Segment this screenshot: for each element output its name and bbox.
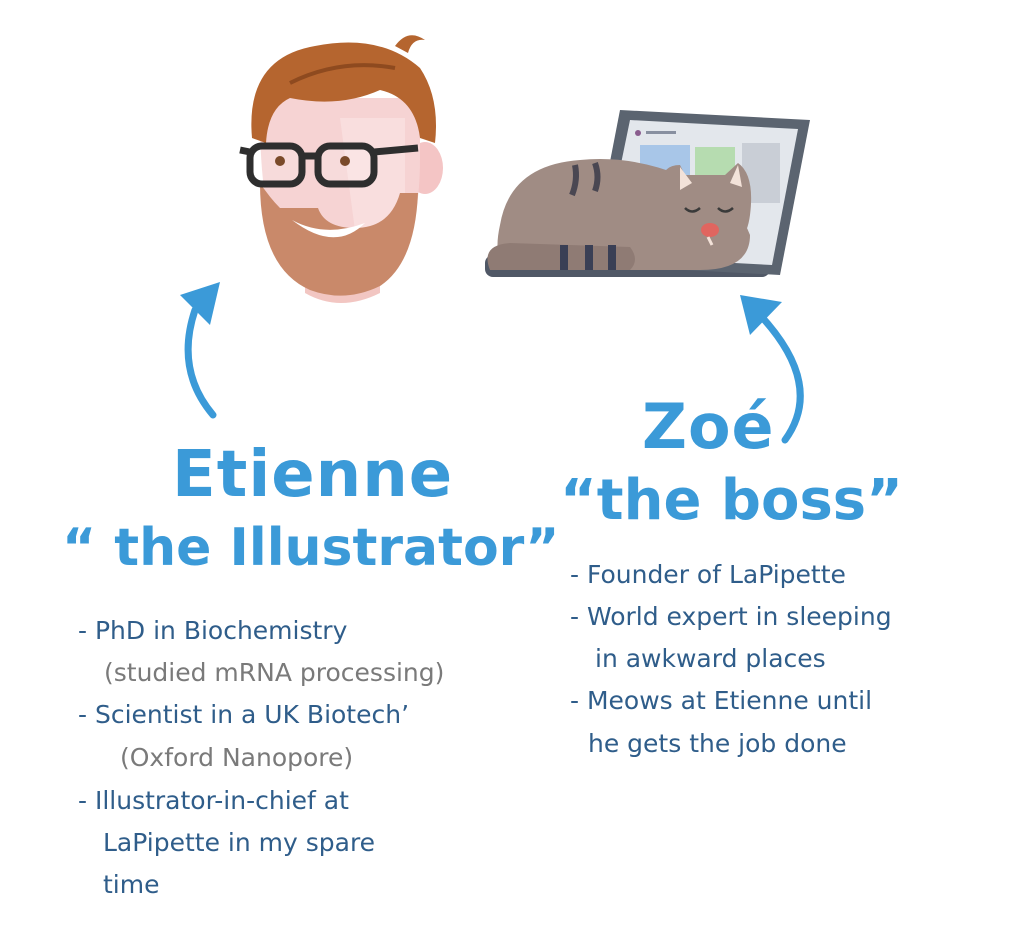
- etienne-bullet-2: - Scientist in a UK Biotech’: [78, 700, 410, 729]
- portrait-mouth: [292, 220, 365, 238]
- zoe-bullet-1: - Founder of LaPipette: [570, 560, 846, 589]
- portrait-glasses: [239, 142, 419, 188]
- etienne-bullet-3-cont: LaPipette in my spare: [103, 828, 376, 857]
- sleeping-cat-on-laptop: [485, 110, 810, 277]
- etienne-nickname: “ the Illustrator”: [62, 518, 560, 578]
- zoe-name: Zoé: [642, 390, 775, 463]
- etienne-portrait: [239, 35, 443, 303]
- etienne-name: Etienne: [172, 438, 454, 512]
- etienne-bullet-1-detail: (studied mRNA processing): [104, 658, 445, 687]
- etienne-bullet-1: - PhD in Biochemistry: [78, 616, 348, 645]
- etienne-bullet-2-detail: (Oxford Nanopore): [120, 743, 354, 772]
- curved-arrow-up-icon: [180, 282, 220, 419]
- curved-arrow-up-icon-right: [740, 295, 804, 444]
- zoe-nickname: “the boss”: [560, 468, 903, 533]
- etienne-bullet-3-cont2: time: [103, 870, 160, 899]
- etienne-bullet-3: - Illustrator-in-chief at: [78, 786, 349, 815]
- zoe-bullet-3-cont: he gets the job done: [588, 729, 847, 758]
- zoe-bullet-2-cont: in awkward places: [595, 644, 826, 673]
- portrait-beard: [260, 183, 418, 296]
- zoe-bullet-3: - Meows at Etienne until: [570, 686, 873, 715]
- zoe-bullet-2: - World expert in sleeping: [570, 602, 892, 631]
